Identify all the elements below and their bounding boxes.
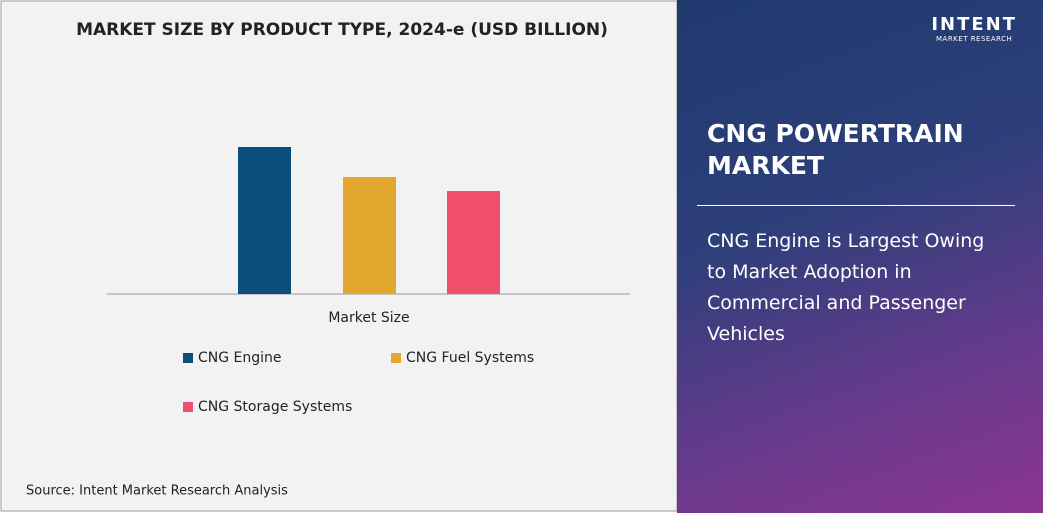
legend-label: CNG Fuel Systems: [406, 350, 534, 366]
heading: CNG POWERTRAIN MARKET: [707, 119, 964, 180]
chart-frame: [0, 0, 677, 512]
source: Source: Intent Market Research Analysis: [26, 484, 288, 499]
chart-title: MARKET SIZE BY PRODUCT TYPE, 2024-e (USD…: [76, 20, 608, 40]
summary-text: CNG Engine is Largest Owing to Market Ad…: [707, 230, 985, 345]
legend-swatch: [391, 353, 401, 363]
bar: [447, 191, 500, 294]
legend-swatch: [183, 353, 193, 363]
logo-text: INTENT: [931, 14, 1017, 35]
side-panel: INTENT MARKET RESEARCH CNG POWERTRAIN MA…: [677, 0, 1043, 513]
divider: [697, 205, 1015, 206]
legend-swatch: [183, 402, 193, 412]
x-tick-label: Market Size: [328, 310, 409, 326]
legend-label: CNG Storage Systems: [198, 399, 352, 415]
chart: MARKET SIZE BY PRODUCT TYPE, 2024-e (USD…: [0, 0, 677, 512]
logo-subtext: MARKET RESEARCH: [935, 35, 1013, 43]
logo: INTENT MARKET RESEARCH: [931, 14, 1017, 43]
legend-label: CNG Engine: [198, 350, 282, 366]
bar: [238, 147, 291, 294]
bar: [343, 177, 396, 294]
